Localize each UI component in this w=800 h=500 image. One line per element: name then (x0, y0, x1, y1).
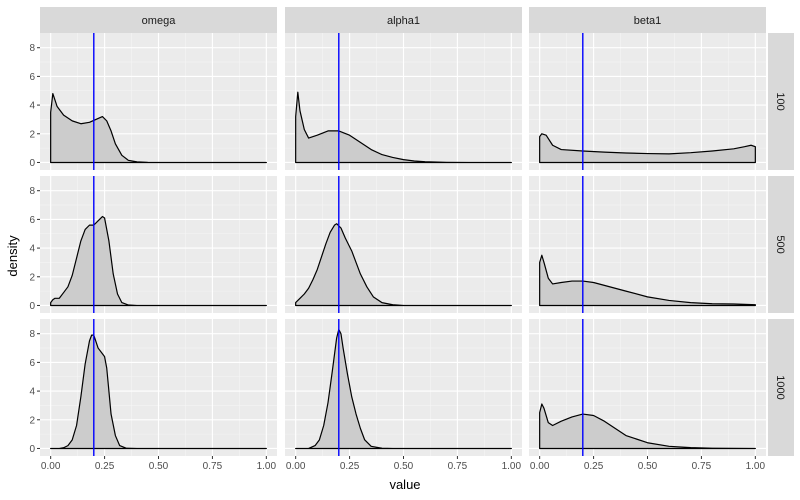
y-tick-label: 2 (29, 415, 35, 426)
x-tick-label: 0.75 (203, 461, 223, 472)
column-strip-label: alpha1 (387, 15, 420, 27)
x-tick-label: 0.50 (149, 461, 169, 472)
y-tick-label: 6 (29, 358, 35, 369)
panel-beta1-1000 (529, 319, 766, 456)
density-area (539, 403, 756, 450)
panel-omega-100 (40, 33, 277, 170)
panel-alpha1-100 (285, 33, 522, 170)
row-strip (768, 33, 794, 170)
density-area (295, 223, 512, 307)
y-tick-label: 4 (29, 101, 35, 112)
axes-layer: 0 2 4 6 8 0 2 4 6 8 0 2 4 6 8 0.00 0.25 0.50 0.75 1.00 0.00 0… (29, 43, 765, 472)
x-tick-label: 0.50 (394, 461, 414, 472)
density-area (539, 254, 756, 307)
row-strip-label: 500 (774, 235, 786, 253)
y-tick-label: 6 (29, 215, 35, 226)
x-tick-label: 0.00 (286, 461, 306, 472)
x-tick-label: 0.75 (448, 461, 468, 472)
density-area (295, 328, 512, 450)
density-area (539, 133, 756, 164)
x-tick-label: 0.75 (692, 461, 712, 472)
panel-omega-500 (40, 176, 277, 313)
column-strip-label: omega (142, 15, 177, 27)
panel-alpha1-500 (285, 176, 522, 313)
y-tick-label: 2 (29, 129, 35, 140)
density-area (50, 93, 267, 164)
y-tick-label: 4 (29, 387, 35, 398)
y-tick-label: 0 (29, 301, 35, 312)
row-strip (768, 176, 794, 313)
column-strip-label: beta1 (634, 15, 662, 27)
x-tick-label: 1.00 (257, 461, 277, 472)
y-tick-label: 8 (29, 329, 35, 340)
x-tick-label: 0.25 (340, 461, 360, 472)
panel-beta1-100 (529, 33, 766, 170)
y-tick-label: 2 (29, 272, 35, 283)
column-strip (285, 7, 522, 33)
panel-alpha1-1000 (285, 319, 522, 456)
y-tick-label: 8 (29, 186, 35, 197)
panel-beta1-500 (529, 176, 766, 313)
y-tick-label: 0 (29, 444, 35, 455)
row-strip-label: 100 (774, 92, 786, 110)
y-tick-label: 8 (29, 43, 35, 54)
x-tick-label: 0.25 (584, 461, 604, 472)
x-tick-label: 0.25 (95, 461, 115, 472)
x-tick-label: 0.00 (530, 461, 550, 472)
y-tick-label: 0 (29, 158, 35, 169)
y-axis-title: density (5, 235, 20, 277)
density-area (50, 334, 267, 450)
x-axis-title: value (389, 477, 420, 492)
x-tick-label: 0.00 (41, 461, 61, 472)
panels-layer (40, 33, 766, 456)
x-tick-label: 1.00 (746, 461, 766, 472)
y-tick-label: 4 (29, 244, 35, 255)
row-strip-label: 1000 (774, 375, 786, 399)
row-strip (768, 319, 794, 456)
x-tick-label: 0.50 (638, 461, 658, 472)
x-tick-label: 1.00 (502, 461, 522, 472)
density-area (295, 91, 512, 164)
column-strip (529, 7, 766, 33)
panel-omega-1000 (40, 319, 277, 456)
y-tick-label: 6 (29, 72, 35, 83)
strips-layer: omega alpha1 beta1 100 500 1000 (40, 7, 794, 456)
column-strip (40, 7, 277, 33)
